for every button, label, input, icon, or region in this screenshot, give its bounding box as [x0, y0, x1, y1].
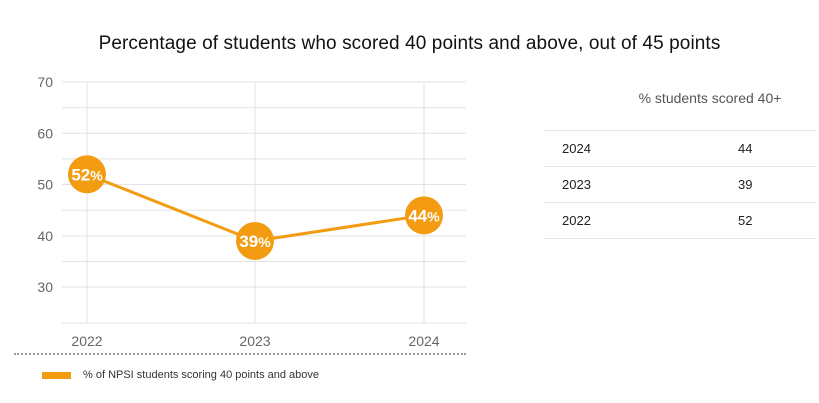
y-axis-ticks: 30 40 50 60 70: [37, 74, 53, 295]
table-cell-value: 52: [738, 213, 753, 228]
data-label: 44%: [408, 206, 440, 225]
line-chart: 30 40 50 60 70 2022 2023 2024 52% 39% 44%: [37, 74, 466, 349]
data-label: 39%: [239, 232, 271, 251]
series-points: 52% 39% 44%: [68, 155, 443, 260]
x-tick-label: 2023: [239, 333, 270, 349]
table-cell-year: 2024: [562, 141, 591, 156]
x-tick-label: 2022: [71, 333, 102, 349]
legend-label: % of NPSI students scoring 40 points and…: [83, 369, 320, 381]
chart-title: Percentage of students who scored 40 poi…: [98, 33, 721, 54]
table-cell-value: 39: [738, 177, 753, 192]
x-axis-ticks: 2022 2023 2024: [71, 333, 439, 349]
data-label: 52%: [71, 165, 103, 184]
y-tick-label: 30: [37, 279, 53, 295]
legend-swatch: [42, 371, 71, 379]
table-header: % students scored 40+: [544, 88, 816, 131]
y-tick-label: 70: [37, 74, 53, 90]
table-row: 2023 39: [544, 167, 816, 203]
data-point: [236, 221, 274, 260]
y-tick-label: 40: [37, 228, 53, 244]
x-tick-label: 2024: [408, 333, 439, 349]
table-cell-value: 44: [738, 141, 753, 156]
y-tick-label: 60: [37, 125, 53, 141]
table-cell-year: 2023: [562, 177, 591, 192]
table-row: 2024 44: [544, 131, 816, 167]
legend: % of NPSI students scoring 40 points and…: [42, 369, 319, 381]
table-cell-year: 2022: [562, 213, 591, 228]
table-row: 2022 52: [544, 203, 816, 239]
grid-lines: [62, 81, 466, 324]
y-tick-label: 50: [37, 177, 53, 193]
data-point: [405, 196, 443, 235]
legend-divider: [14, 353, 466, 355]
summary-table: % students scored 40+ 2024 44 2023 39 20…: [544, 88, 816, 239]
data-point: [68, 155, 106, 194]
